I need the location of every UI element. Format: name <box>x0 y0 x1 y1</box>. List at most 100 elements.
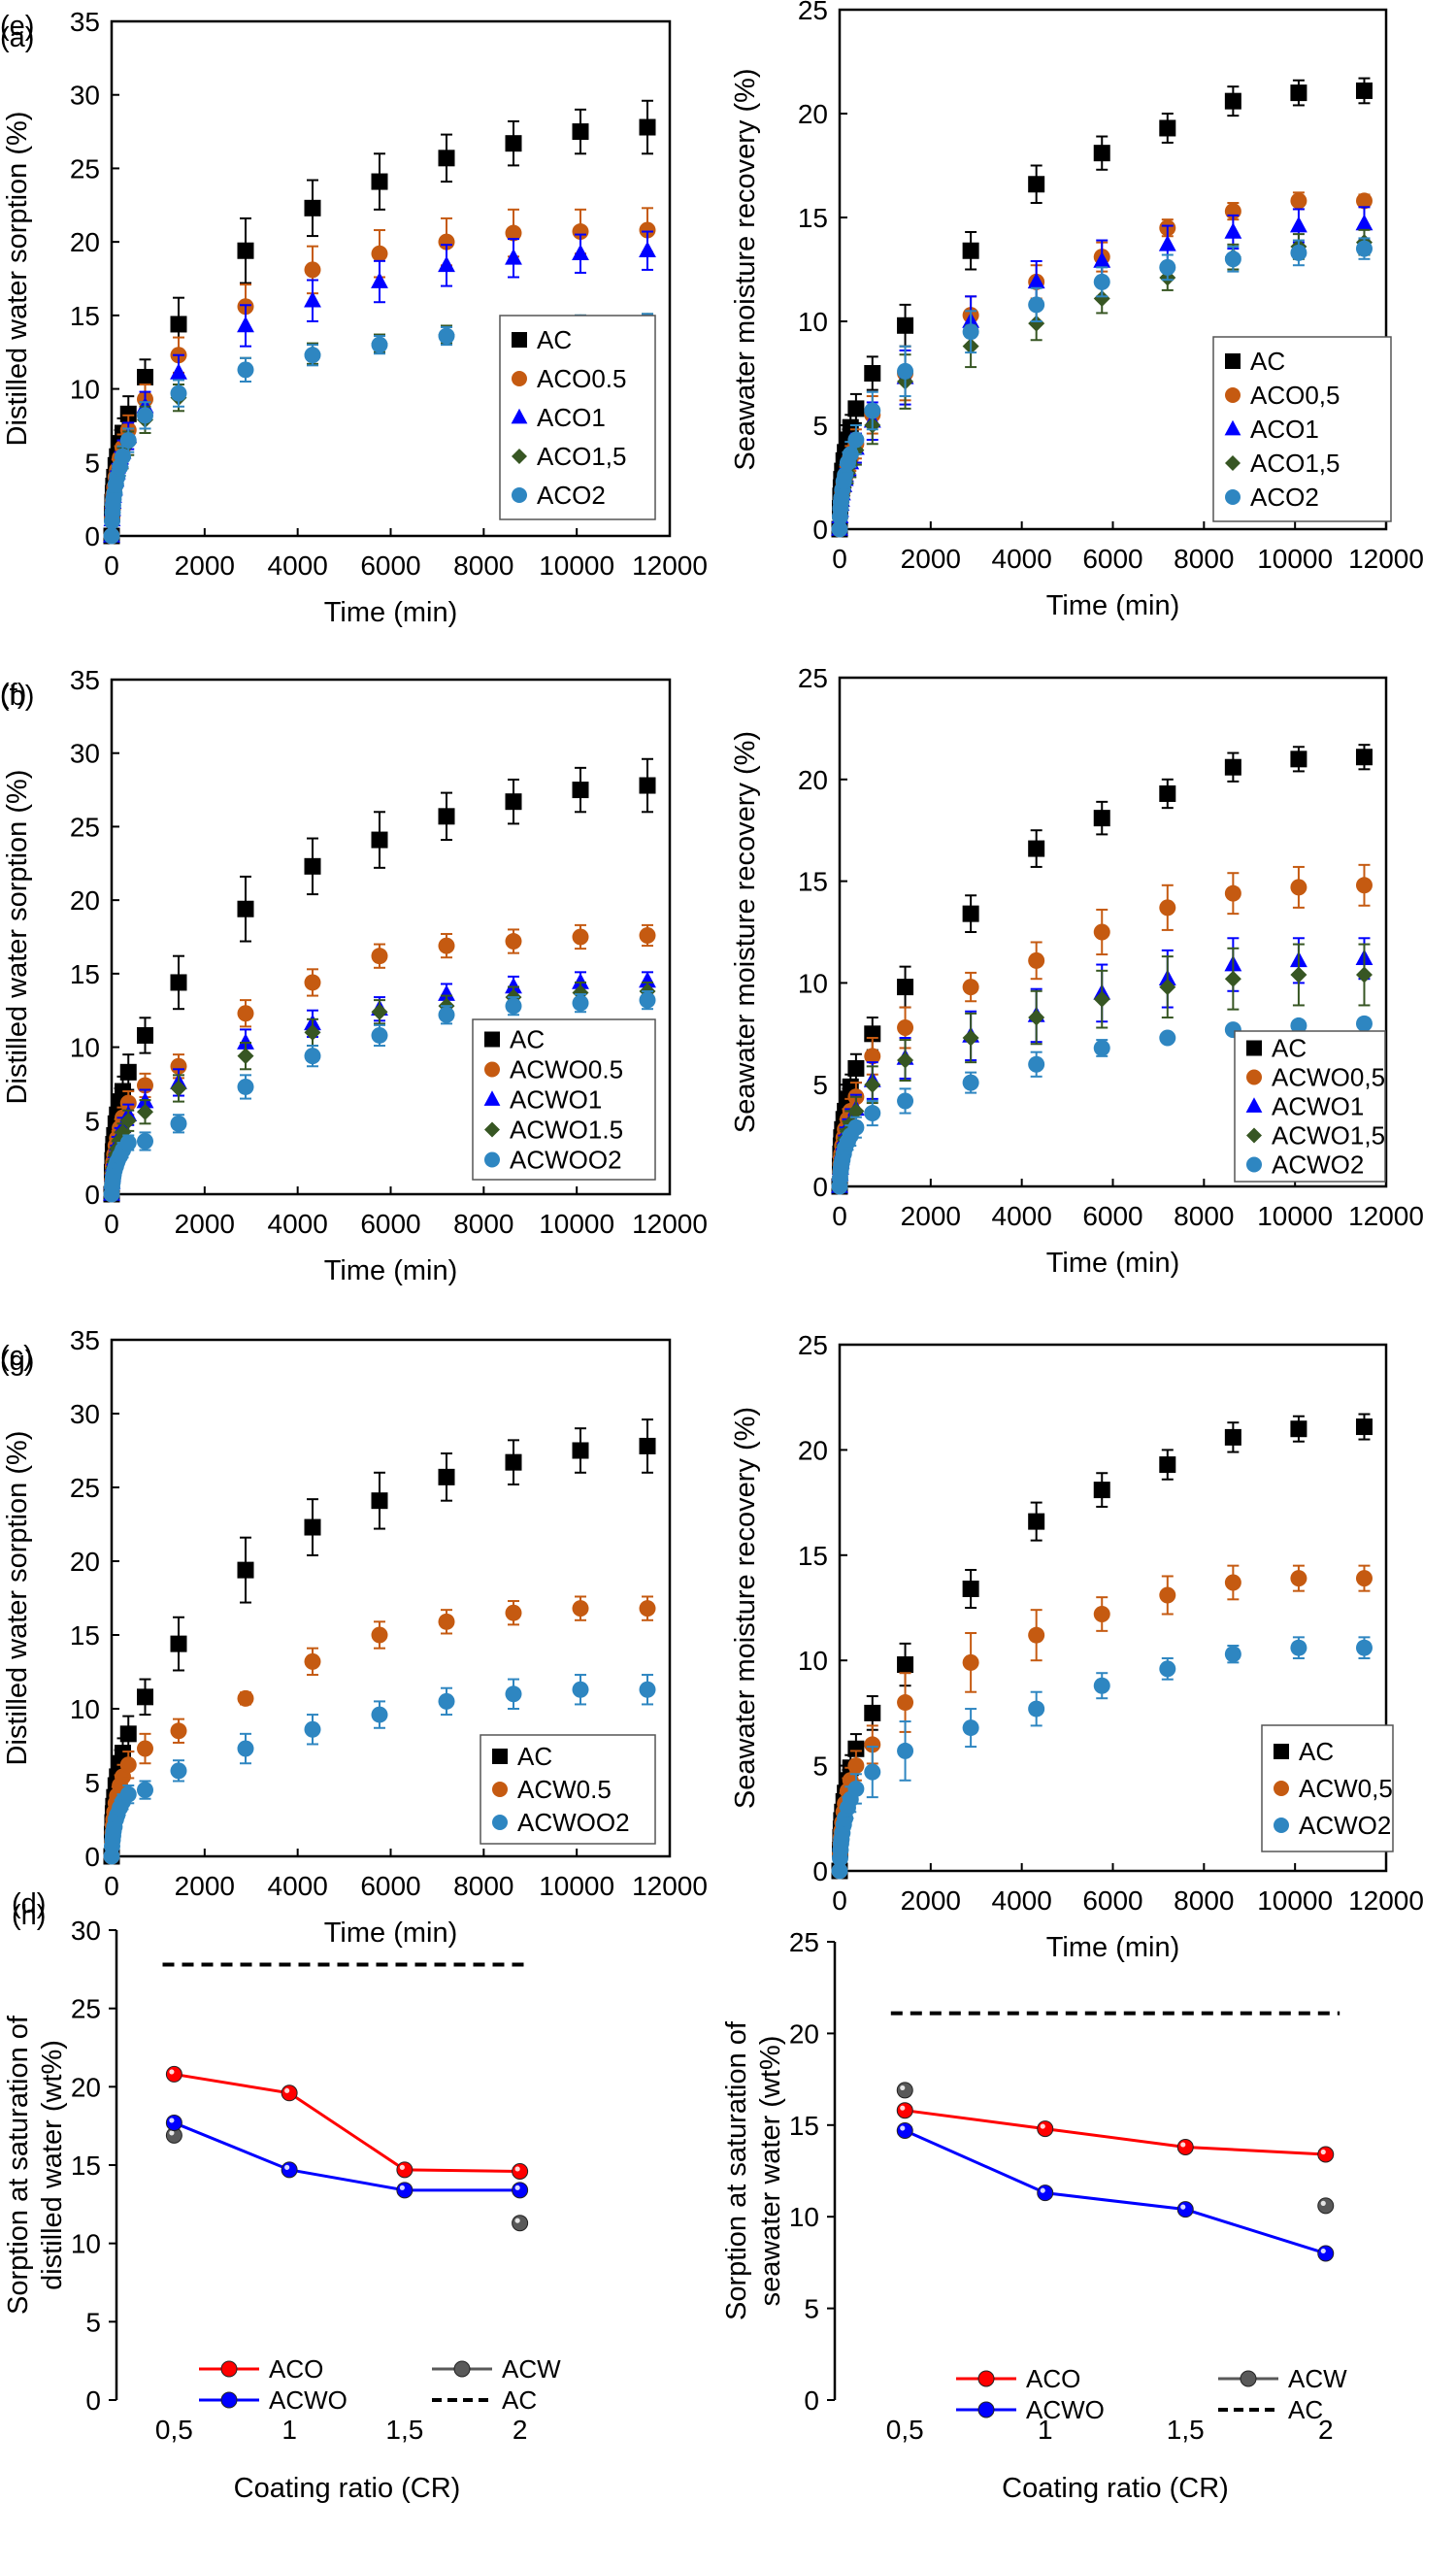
data-point <box>572 973 589 989</box>
data-point <box>396 2182 414 2199</box>
x-axis-label: Time (min) <box>324 1255 457 1286</box>
series-line <box>173 2121 520 2192</box>
y-tick-label: 25 <box>70 1473 100 1503</box>
data-point <box>1290 244 1307 261</box>
legend-marker <box>484 1121 500 1138</box>
legend-label: ACW <box>502 2354 561 2384</box>
y-tick-label: 0 <box>804 2385 819 2416</box>
data-point <box>897 1051 914 1069</box>
legend-label: ACWO1,5 <box>1272 1121 1385 1151</box>
data-point <box>165 2065 182 2083</box>
data-point <box>304 199 321 217</box>
y-tick-label: 15 <box>71 2151 101 2181</box>
data-point <box>137 407 153 424</box>
data-point <box>438 984 455 1001</box>
legend-marker <box>1225 455 1241 471</box>
y-tick-label: 0 <box>812 1856 828 1886</box>
legend-marker <box>492 1815 508 1830</box>
data-point <box>1176 2201 1194 2218</box>
data-point <box>1037 2120 1054 2138</box>
legend-label: AC <box>1288 2395 1323 2424</box>
data-point <box>371 1003 388 1020</box>
point-highlight <box>1180 2142 1186 2148</box>
data-point <box>371 272 388 288</box>
point-highlight <box>514 2184 520 2190</box>
data-point <box>281 2161 298 2179</box>
y-tick-label: 5 <box>84 1106 100 1136</box>
y-tick-label: 0 <box>84 1180 100 1210</box>
x-tick-label: 4000 <box>992 1201 1052 1231</box>
data-point <box>831 520 848 538</box>
x-tick-label: 1,5 <box>1167 2415 1205 2445</box>
data-point <box>847 1740 865 1757</box>
x-tick-label: 10000 <box>539 550 614 581</box>
data-point <box>1158 235 1176 251</box>
data-point <box>847 1757 865 1775</box>
y-tick-label: 10 <box>70 1694 100 1724</box>
x-tick-label: 1 <box>281 2415 297 2445</box>
data-point <box>371 173 388 190</box>
legend-label: AC <box>510 1025 545 1054</box>
data-point <box>137 1103 153 1120</box>
data-point <box>1224 884 1241 902</box>
data-point <box>1028 176 1045 193</box>
series-line <box>904 2129 1327 2255</box>
x-tick-label: 1,5 <box>385 2415 423 2445</box>
legend: ACO ACW ACWO AC <box>199 2354 561 2415</box>
x-tick-label: 6000 <box>360 1209 420 1239</box>
y-tick-label: 5 <box>804 2294 819 2324</box>
legend-label: ACO1,5 <box>1250 449 1340 478</box>
data-point <box>1224 222 1242 239</box>
x-tick-label: 2000 <box>175 1209 235 1239</box>
data-point <box>1027 272 1045 289</box>
legend-marker <box>1245 1097 1263 1113</box>
y-tick-label: 20 <box>70 1547 100 1577</box>
y-tick-label: 30 <box>71 1916 101 1946</box>
series-ACWO <box>165 2114 529 2199</box>
x-tick-label: 12000 <box>1348 544 1424 574</box>
legend-box <box>480 1734 656 1845</box>
legend-label: ACWO1 <box>1272 1092 1364 1121</box>
y-tick-label: 10 <box>789 2202 819 2232</box>
x-axis-label: Time (min) <box>1046 1248 1179 1279</box>
legend-marker <box>512 487 527 503</box>
y-axis-label: Distilled water sorption (%) <box>2 112 33 447</box>
x-axis-label: Coating ratio (CR) <box>234 2473 461 2504</box>
x-tick-label: 4000 <box>268 550 328 581</box>
data-point <box>1224 1574 1241 1591</box>
x-tick-label: 10000 <box>539 1871 614 1901</box>
y-tick-label: 5 <box>85 2307 101 2337</box>
data-point <box>896 2082 913 2099</box>
data-point <box>170 1722 187 1740</box>
legend-label: ACW <box>1288 2364 1347 2393</box>
legend-label: ACWO2 <box>1272 1151 1364 1180</box>
panel-label: (e) <box>0 11 34 42</box>
data-point <box>304 261 321 279</box>
y-axis-label: Distilled water sorption (%) <box>2 770 33 1105</box>
data-point <box>396 2161 414 2179</box>
data-point <box>1355 192 1373 210</box>
y-tick-label: 30 <box>70 739 100 769</box>
data-point <box>1159 1660 1176 1678</box>
data-point <box>847 400 865 417</box>
point-highlight <box>399 2184 405 2190</box>
x-tick-label: 2000 <box>901 1885 961 1916</box>
data-point <box>572 928 589 946</box>
point-highlight <box>169 2130 175 2136</box>
x-tick-label: 10000 <box>1257 1201 1333 1231</box>
data-point <box>170 1057 187 1075</box>
data-point <box>237 1048 254 1065</box>
legend-label: ACO <box>1026 2364 1080 2393</box>
data-point <box>1028 1513 1045 1530</box>
point-highlight <box>514 2166 520 2172</box>
legend-label: ACWO <box>1026 2395 1105 2424</box>
data-point <box>512 2182 529 2199</box>
data-point <box>119 1112 137 1129</box>
data-point <box>237 361 254 379</box>
data-point <box>639 118 656 136</box>
data-point <box>237 1561 254 1579</box>
data-point <box>1176 2138 1194 2155</box>
point-highlight <box>1320 2200 1326 2206</box>
data-point <box>505 224 522 242</box>
